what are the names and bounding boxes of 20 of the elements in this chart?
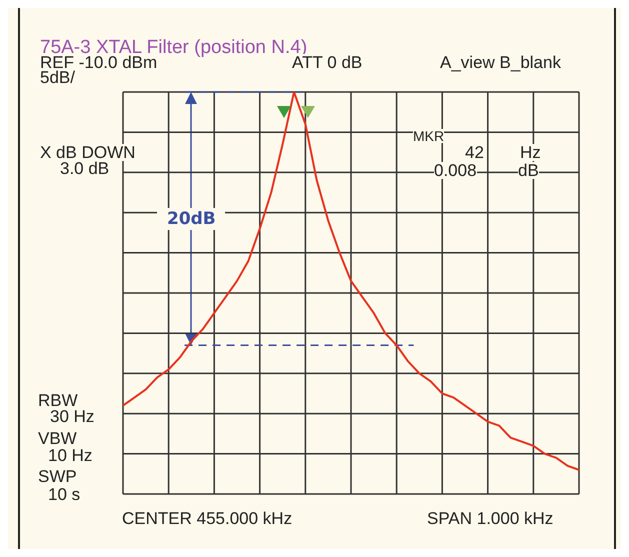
- annotation: Hz: [520, 143, 541, 162]
- annotation: dB: [518, 161, 539, 180]
- text: REF -10.0 dBm: [40, 53, 158, 72]
- text: ATT 0 dB: [292, 53, 362, 72]
- text: 5dB/: [40, 68, 75, 87]
- annotation: 0.008: [434, 161, 477, 180]
- text: SPAN 1.000 kHz: [427, 509, 554, 528]
- text: RBW: [38, 391, 78, 410]
- text: 30 Hz: [50, 407, 94, 426]
- annotation: MKR: [413, 128, 444, 144]
- text: SWP: [38, 467, 77, 486]
- annotation: X dB DOWN: [40, 143, 136, 162]
- text: VBW: [38, 429, 77, 448]
- text: A_view B_blank: [440, 53, 561, 72]
- text: 10 Hz: [48, 446, 92, 465]
- text: 3.0 dB: [60, 159, 110, 178]
- annotation: 42: [465, 143, 484, 162]
- ref-line-label: 20dB: [157, 208, 226, 230]
- text: 10 s: [48, 485, 80, 504]
- text: CENTER 455.000 kHz: [122, 509, 292, 528]
